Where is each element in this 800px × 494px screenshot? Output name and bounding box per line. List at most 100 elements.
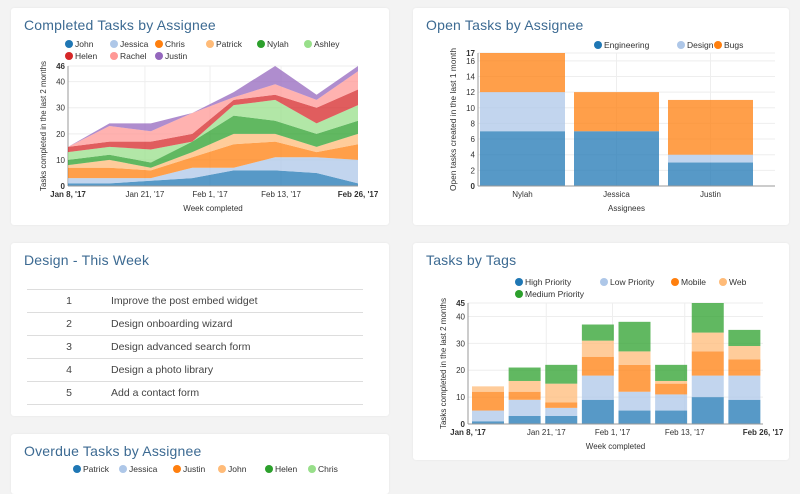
y-tick-label: 10	[56, 156, 65, 165]
bar-segment	[508, 380, 541, 392]
legend-label: Low Priority	[610, 277, 655, 287]
bar-segment	[618, 321, 651, 352]
task-number: 5	[27, 381, 111, 405]
x-tick-label: Feb 13, '17	[261, 190, 301, 199]
legend-label: Patrick	[216, 39, 243, 49]
bar-segment	[691, 375, 724, 398]
y-tick-label: 16	[466, 57, 475, 66]
bar-segment	[728, 375, 761, 400]
legend-marker	[677, 41, 685, 49]
legend-marker	[65, 52, 73, 60]
card-title: Completed Tasks by Assignee	[24, 17, 216, 33]
table-row[interactable]: 4 Design a photo library	[27, 358, 363, 382]
bar-segment	[655, 380, 688, 384]
legend-marker	[671, 278, 679, 286]
open-tasks-card: Open Tasks by Assignee 0 2 4 6 8 10 12 14 16 17 Op…	[413, 8, 789, 225]
bar-segment	[581, 399, 614, 424]
legend-label: John	[228, 464, 247, 474]
bar-segment	[655, 364, 688, 381]
y-tick-label: 12	[466, 88, 475, 97]
y-tick-label: 40	[456, 312, 465, 321]
bar-segment	[545, 402, 578, 408]
y-tick-label: 30	[56, 104, 65, 113]
legend-label: Engineering	[604, 40, 650, 50]
x-tick-label: Jan 8, '17	[450, 428, 486, 437]
area-chris	[68, 141, 358, 179]
task-number: 2	[27, 312, 111, 336]
bar-jessica-bugs	[574, 92, 659, 132]
area-john	[68, 170, 358, 186]
task-name: Design onboarding wizard	[111, 312, 363, 336]
legend-label: Rachel	[120, 51, 147, 61]
legend-label: Justin	[183, 464, 205, 474]
task-number: 3	[27, 335, 111, 359]
area-justin	[68, 66, 358, 147]
card-title: Design - This Week	[24, 252, 150, 268]
x-tick-label: Jessica	[603, 190, 630, 199]
bar-segment	[545, 407, 578, 416]
bar-segment	[581, 356, 614, 376]
legend-label: Justin	[165, 51, 187, 61]
legend-label: Design	[687, 40, 714, 50]
bar-segment	[655, 383, 688, 395]
legend-label: Ashley	[314, 39, 340, 49]
legend-marker	[594, 41, 602, 49]
completed-tasks-card: Completed Tasks by Assignee 0 10 20 30 40 46 T…	[11, 8, 389, 225]
table-row[interactable]: 5 Add a contact form	[27, 381, 363, 405]
bar-jessica-engineering	[574, 131, 659, 186]
legend-marker	[173, 465, 181, 473]
bar-segment	[581, 375, 614, 400]
bar-segment	[728, 329, 761, 347]
x-tick-label: Justin	[700, 190, 721, 199]
y-tick-label: 0	[461, 420, 466, 429]
legend-marker	[257, 40, 265, 48]
bar-segment	[655, 394, 688, 411]
area-helen	[68, 89, 358, 153]
legend-marker	[719, 278, 727, 286]
bar-segment	[618, 364, 651, 392]
bar-nylah-bugs	[480, 53, 565, 93]
y-tick-label: 40	[56, 78, 65, 87]
legend-label: Patrick	[83, 464, 110, 474]
x-tick-label: Nylah	[512, 190, 532, 199]
card-title: Tasks by Tags	[426, 252, 517, 268]
legend-marker	[110, 52, 118, 60]
bar-segment	[472, 391, 504, 411]
legend-label: John	[75, 39, 94, 49]
table-row[interactable]: 1 Improve the post embed widget	[27, 289, 363, 313]
design-task-table: 1 Improve the post embed widget 2 Design on…	[27, 289, 363, 405]
legend-marker	[155, 40, 163, 48]
task-number: 4	[27, 358, 111, 382]
x-axis-label: Week completed	[586, 442, 645, 451]
bar-nylah-design	[480, 92, 565, 132]
bar-segment	[691, 332, 724, 352]
y-axis-label: Tasks completed in the last 2 months	[439, 298, 448, 429]
legend-label: High Priority	[525, 277, 572, 287]
table-row[interactable]: 2 Design onboarding wizard	[27, 312, 363, 336]
bar-nylah-engineering	[480, 131, 565, 186]
x-tick-label: Jan 21, '17	[125, 190, 164, 199]
y-tick-label: 14	[466, 72, 475, 81]
bar-segment	[508, 399, 541, 416]
bar-segment	[655, 410, 688, 424]
bar-justin-design	[668, 154, 753, 163]
legend-marker	[65, 40, 73, 48]
area-jessica	[68, 157, 358, 184]
legend-marker	[73, 465, 81, 473]
bar-segment	[545, 415, 578, 424]
task-name: Design a photo library	[111, 358, 363, 382]
legend-label: Web	[729, 277, 747, 287]
overdue-tasks-card: Overdue Tasks by Assignee Patrick Jessica…	[11, 434, 389, 494]
card-title: Open Tasks by Assignee	[426, 17, 584, 33]
tags-card: Tasks by Tags 0 10 20 30 40 45 Tasks completed…	[413, 243, 789, 460]
legend-marker	[308, 465, 316, 473]
legend-label: Helen	[75, 51, 97, 61]
bar-segment	[618, 351, 651, 365]
legend-label: Jessica	[129, 464, 158, 474]
table-row[interactable]: 3 Design advanced search form	[27, 335, 363, 359]
bar-justin-bugs	[668, 99, 753, 155]
bar-segment	[691, 351, 724, 376]
legend-marker	[206, 40, 214, 48]
bar-segment	[728, 346, 761, 360]
